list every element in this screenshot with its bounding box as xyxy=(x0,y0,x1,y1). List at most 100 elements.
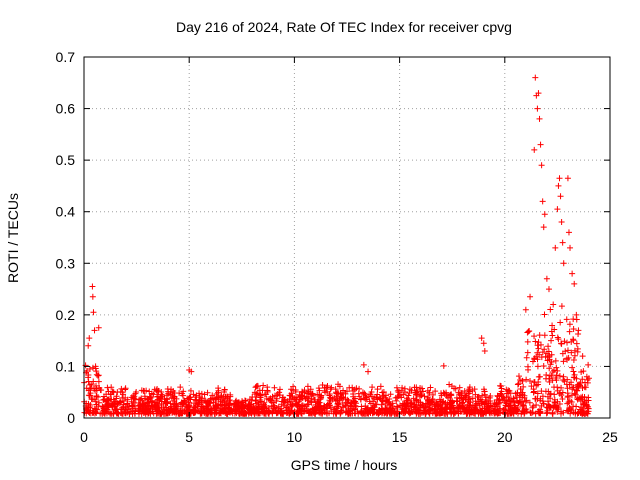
data-point xyxy=(577,398,584,405)
data-point xyxy=(135,410,142,417)
data-point xyxy=(316,399,323,406)
data-point xyxy=(357,396,364,403)
data-point xyxy=(538,402,545,409)
data-point xyxy=(570,336,577,343)
data-point xyxy=(256,387,263,394)
data-point xyxy=(181,398,188,405)
data-point xyxy=(521,394,528,401)
data-point xyxy=(109,388,116,395)
data-point xyxy=(546,365,553,372)
data-point xyxy=(85,378,92,385)
chart-title: Day 216 of 2024, Rate Of TEC Index for r… xyxy=(176,19,512,35)
data-point xyxy=(133,389,140,396)
data-point xyxy=(132,403,139,410)
data-point xyxy=(95,372,102,379)
data-point xyxy=(149,399,156,406)
x-axis-label: GPS time / hours xyxy=(291,457,398,473)
data-point xyxy=(437,405,444,412)
data-point xyxy=(108,401,115,408)
data-point xyxy=(380,389,387,396)
data-point xyxy=(495,410,502,417)
data-point xyxy=(558,408,565,415)
data-point xyxy=(346,384,353,391)
data-point xyxy=(578,410,585,417)
data-point xyxy=(286,396,293,403)
x-tick-label: 25 xyxy=(602,429,618,445)
data-point xyxy=(457,390,464,397)
data-point xyxy=(564,347,571,354)
data-point xyxy=(191,406,198,413)
data-point xyxy=(566,328,573,335)
data-point xyxy=(249,394,256,401)
data-point xyxy=(561,338,568,345)
data-point xyxy=(512,390,519,397)
data-point xyxy=(535,90,542,97)
data-point xyxy=(373,409,380,416)
data-point xyxy=(157,410,164,417)
data-point xyxy=(406,386,413,393)
data-point xyxy=(565,229,572,236)
data-point xyxy=(408,400,415,407)
data-point xyxy=(496,399,503,406)
data-point xyxy=(303,389,310,396)
data-point xyxy=(573,340,580,347)
data-point xyxy=(405,409,412,416)
data-point xyxy=(520,408,527,415)
data-point xyxy=(548,328,555,335)
data-point xyxy=(503,400,510,407)
data-point xyxy=(439,409,446,416)
data-point xyxy=(89,409,96,416)
data-point xyxy=(89,364,96,371)
data-point xyxy=(131,393,138,400)
data-point xyxy=(89,293,96,300)
data-point xyxy=(557,319,564,326)
y-tick-label: 0.4 xyxy=(56,204,76,220)
data-point xyxy=(534,390,541,397)
data-point xyxy=(141,409,148,416)
data-point xyxy=(248,397,255,404)
data-point xyxy=(488,403,495,410)
data-point xyxy=(438,390,445,397)
data-point xyxy=(260,382,267,389)
data-point xyxy=(531,146,538,153)
data-point xyxy=(202,397,209,404)
data-point xyxy=(480,340,487,347)
data-point xyxy=(570,325,577,332)
data-point xyxy=(229,407,236,414)
data-point xyxy=(579,353,586,360)
data-point xyxy=(535,339,542,346)
data-point xyxy=(93,368,100,375)
data-point xyxy=(541,311,548,318)
data-point xyxy=(532,395,539,402)
data-point xyxy=(438,399,445,406)
data-point xyxy=(570,384,577,391)
data-point xyxy=(358,409,365,416)
data-point xyxy=(454,397,461,404)
data-point xyxy=(211,406,218,413)
data-point xyxy=(463,392,470,399)
data-point xyxy=(514,381,521,388)
data-point xyxy=(549,377,556,384)
data-point xyxy=(108,410,115,417)
y-tick-label: 0.1 xyxy=(56,358,76,374)
data-point xyxy=(581,394,588,401)
data-point xyxy=(252,384,259,391)
data-point xyxy=(264,387,271,394)
data-point xyxy=(251,389,258,396)
data-point xyxy=(200,407,207,414)
data-point xyxy=(142,403,149,410)
data-point xyxy=(349,407,356,414)
data-point xyxy=(393,397,400,404)
data-point xyxy=(355,390,362,397)
data-point xyxy=(534,363,541,370)
y-tick-label: 0.2 xyxy=(56,307,76,323)
data-point xyxy=(545,348,552,355)
data-point xyxy=(178,410,185,417)
data-point xyxy=(421,405,428,412)
data-point xyxy=(425,397,432,404)
data-point xyxy=(330,406,337,413)
axis-ticks xyxy=(83,56,611,419)
data-point xyxy=(520,383,527,390)
data-point xyxy=(224,410,231,417)
data-point xyxy=(486,407,493,414)
